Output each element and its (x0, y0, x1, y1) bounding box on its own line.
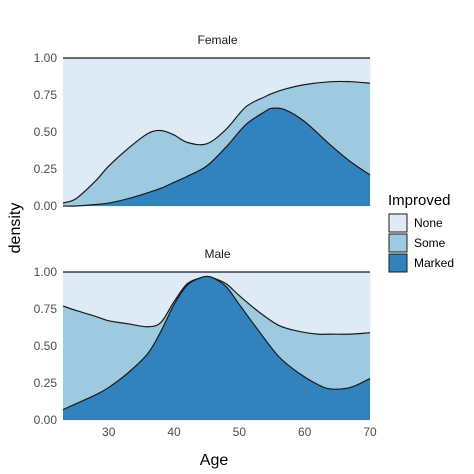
x-tick-label: 40 (167, 425, 181, 439)
legend: Improved None Some Marked (388, 192, 454, 273)
panel-female: Female 0.00 0.25 0.50 0.75 1.00 (34, 33, 371, 213)
density-line-some (62, 80, 371, 204)
x-tick-label: 70 (363, 425, 377, 439)
y-tick-label: 0.00 (34, 413, 58, 427)
facet-strip-label: Female (197, 33, 237, 47)
y-tick-label: 0.25 (34, 162, 58, 176)
x-tick-label: 30 (102, 425, 116, 439)
y-tick-label: 1.00 (34, 51, 58, 65)
y-tick-label: 0.25 (34, 376, 58, 390)
density-line-marked (62, 107, 371, 207)
area-marked (63, 276, 370, 420)
x-tick-label: 60 (298, 425, 312, 439)
x-axis-title: Age (200, 452, 229, 469)
legend-key-marked (388, 253, 408, 273)
x-tick-label: 50 (233, 425, 247, 439)
legend-key-some (388, 233, 408, 253)
y-tick-label: 0.00 (34, 199, 58, 213)
legend-title: Improved (388, 192, 451, 209)
panel-male: Male 0.00 0.25 0.50 0.75 1.00 30 40 50 60 70 (34, 247, 377, 439)
legend-label-some: Some (414, 236, 446, 250)
y-axis-title: density (7, 203, 24, 254)
y-tick-label: 0.75 (34, 302, 58, 316)
density-line-marked (62, 275, 371, 411)
y-tick-label: 1.00 (34, 265, 58, 279)
y-tick-label: 0.50 (34, 125, 58, 139)
area-marked (63, 108, 370, 207)
facet-strip-label: Male (204, 247, 230, 261)
legend-key-none (388, 213, 408, 233)
y-tick-label: 0.50 (34, 339, 58, 353)
legend-label-none: None (414, 216, 443, 230)
y-tick-label: 0.75 (34, 88, 58, 102)
legend-label-marked: Marked (414, 256, 454, 270)
facet-panels: Female 0.00 0.25 0.50 0.75 1.00 Male 0.00 0.25 0.… (34, 33, 377, 439)
